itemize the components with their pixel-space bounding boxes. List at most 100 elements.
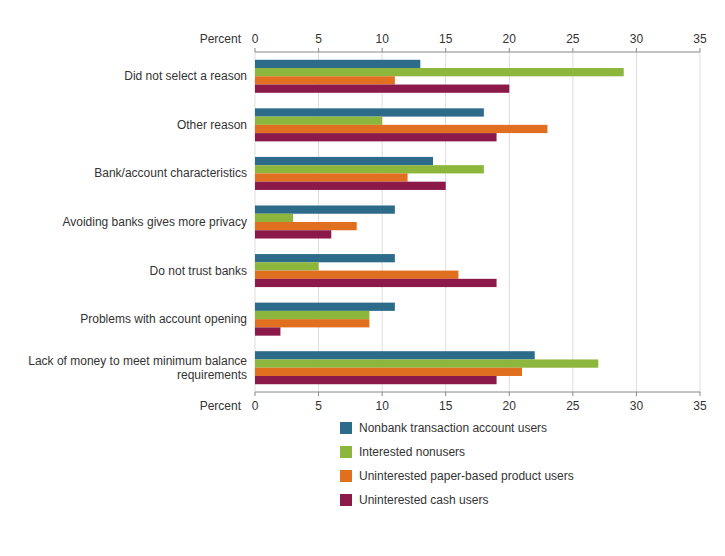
grid-line [509,52,510,392]
y-tick-label-line: Other reason [177,118,247,132]
x-tick-bottom [318,392,319,396]
legend-label: Interested nonusers [359,445,465,459]
bar [255,205,395,213]
chart-container: 0055101015152020252530303535PercentPerce… [0,0,725,556]
x-tick-label-bottom: 35 [693,399,707,413]
bars [255,60,624,384]
x-tick-bottom [509,392,510,396]
legend-swatch [340,470,352,482]
x-tick-top [700,48,701,52]
x-tick-bottom [700,392,701,396]
bar [255,262,319,270]
bar [255,222,357,230]
x-tick-label-top: 20 [503,32,517,46]
y-tick-label: Problems with account opening [80,312,247,326]
x-tick-top [318,48,319,52]
grid-line [445,52,446,392]
chart-svg: 0055101015152020252530303535PercentPerce… [0,0,725,556]
bar [255,311,369,319]
x-axis-label-top: Percent [200,32,242,46]
bar [255,271,458,279]
y-tick-label-line: Avoiding banks gives more privacy [62,215,247,229]
y-tick-label-line: Do not trust banks [150,264,247,278]
bar [255,376,497,384]
x-tick-label-bottom: 20 [503,399,517,413]
y-tick-label: Did not select a reason [124,69,247,83]
x-tick-label-top: 0 [252,32,259,46]
y-tick-label: Lack of money to meet minimum balancereq… [28,354,247,382]
bar-series [255,85,509,385]
x-tick-bottom [445,392,446,396]
x-tick-label-bottom: 0 [252,399,259,413]
x-tick-bottom [636,392,637,396]
x-tick-top [572,48,573,52]
x-tick-label-bottom: 25 [566,399,580,413]
x-tick-label-top: 25 [566,32,580,46]
y-tick-labels: Lack of money to meet minimum balancereq… [28,69,247,381]
grid-line [700,52,701,392]
bar [255,125,547,133]
bar [255,85,509,93]
x-axis-top-line [255,52,700,53]
x-tick-label-bottom: 10 [375,399,389,413]
grid-line [572,52,573,392]
y-tick-label-line: Did not select a reason [124,69,247,83]
legend-swatch [340,494,352,506]
x-tick-label-top: 30 [630,32,644,46]
y-tick-label: Avoiding banks gives more privacy [62,215,247,229]
bar [255,60,420,68]
bar [255,279,497,287]
legend-label: Nonbank transaction account users [359,421,547,435]
x-tick-top [255,48,256,52]
y-tick-label: Other reason [177,118,247,132]
y-tick-label-line: Lack of money to meet minimum balance [28,354,247,368]
x-axis-label-bottom: Percent [200,399,242,413]
legend-label: Uninterested paper-based product users [359,469,574,483]
bar [255,214,293,222]
bar [255,230,331,238]
bar [255,117,382,125]
legend: Nonbank transaction account users Interes… [340,421,574,507]
bar-series [255,68,624,368]
legend-label: Uninterested cash users [359,493,488,507]
bar [255,108,484,116]
y-tick-label-line: Bank/account characteristics [94,166,247,180]
y-tick-label-line: requirements [177,368,247,382]
x-tick-label-bottom: 15 [439,399,453,413]
bar [255,327,280,335]
x-axis-bottom-line [255,392,700,393]
bar [255,165,484,173]
grid-line [382,52,383,392]
y-tick-label: Do not trust banks [150,264,247,278]
x-tick-label-top: 35 [693,32,707,46]
bar [255,133,497,141]
bar-series [255,60,535,360]
x-tick-label-bottom: 30 [630,399,644,413]
bar [255,76,395,84]
grid-line [636,52,637,392]
x-tick-top [636,48,637,52]
bar-series [255,76,547,376]
bar [255,182,446,190]
bar [255,157,433,165]
x-tick-bottom [382,392,383,396]
axes: 0055101015152020252530303535PercentPerce… [200,32,707,413]
x-tick-label-top: 5 [315,32,322,46]
bar [255,254,395,262]
x-tick-top [445,48,446,52]
grid [255,52,700,392]
bar [255,359,598,367]
y-tick-label-line: Problems with account opening [80,312,247,326]
x-tick-label-top: 15 [439,32,453,46]
bar [255,303,395,311]
bar [255,68,624,76]
x-tick-top [382,48,383,52]
bar [255,368,522,376]
x-tick-bottom [255,392,256,396]
legend-swatch [340,446,352,458]
y-tick-label: Bank/account characteristics [94,166,247,180]
bar [255,319,369,327]
legend-swatch [340,422,352,434]
x-tick-bottom [572,392,573,396]
x-tick-label-top: 10 [375,32,389,46]
